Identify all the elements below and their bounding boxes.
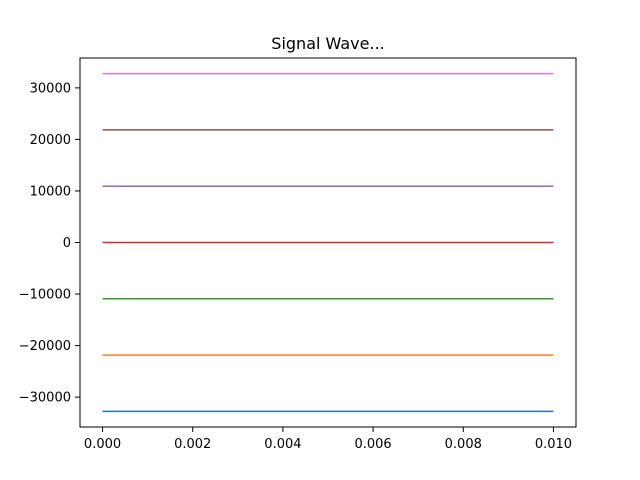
x-tick-label-1: 0.002 [174, 437, 211, 452]
y-tick-label-6: 30000 [30, 81, 71, 96]
chart-title: Signal Wave... [271, 34, 384, 53]
y-tick-label-5: 20000 [30, 133, 71, 148]
x-tick-label-4: 0.008 [445, 437, 482, 452]
y-tick-label-4: 10000 [30, 184, 71, 199]
y-tick-label-3: 0 [63, 236, 71, 251]
x-tick-label-5: 0.010 [535, 437, 572, 452]
series-layer [102, 72, 554, 413]
y-tick-label-2: −10000 [19, 288, 71, 303]
x-tick-label-0: 0.000 [84, 437, 121, 452]
x-tick-label-3: 0.006 [354, 437, 391, 452]
y-tick-label-0: −30000 [19, 391, 71, 406]
ticks-layer: 0.000 0.002 0.004 0.006 0.008 0.010 −30000 −200… [19, 81, 572, 452]
x-tick-label-2: 0.004 [264, 437, 301, 452]
y-tick-label-1: −20000 [19, 339, 71, 354]
